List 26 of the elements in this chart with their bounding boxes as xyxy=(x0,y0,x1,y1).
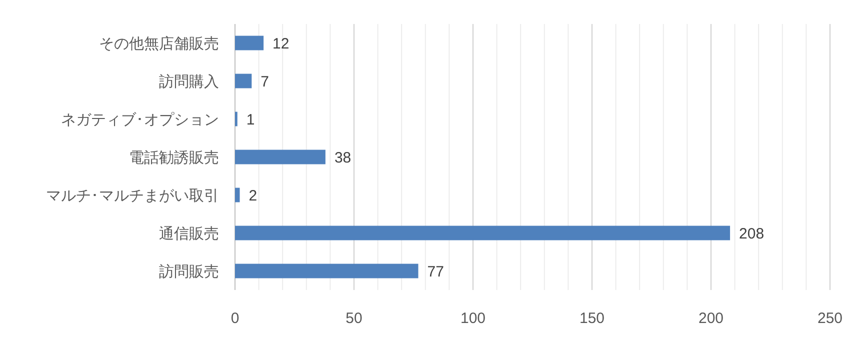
x-tick-label: 150 xyxy=(579,310,605,327)
y-tick-label: マルチ･マルチまがい取引 xyxy=(46,188,219,204)
x-tick-label: 200 xyxy=(698,310,724,327)
x-tick-label: 0 xyxy=(230,310,240,327)
x-tick-label: 50 xyxy=(346,310,362,327)
y-tick-label: 訪問販売 xyxy=(159,264,219,280)
bar xyxy=(235,36,264,50)
x-tick-label: 100 xyxy=(460,310,486,327)
data-label: 38 xyxy=(334,150,352,166)
data-label: 77 xyxy=(427,264,444,280)
bar xyxy=(235,74,252,88)
y-tick-label: ネガティブ･オプション xyxy=(61,112,219,128)
y-tick-label: 訪問購入 xyxy=(159,74,219,90)
data-label: 12 xyxy=(272,36,290,52)
bar xyxy=(235,150,326,164)
y-tick-label: 電話勧誘販売 xyxy=(129,150,219,166)
bar xyxy=(235,188,240,202)
data-label: 2 xyxy=(248,188,258,204)
x-tick-label: 250 xyxy=(817,310,843,327)
data-label: 7 xyxy=(260,74,270,90)
y-tick-label: その他無店舗販売 xyxy=(99,36,219,52)
y-tick-label: 通信販売 xyxy=(159,226,219,242)
bar xyxy=(235,226,730,240)
data-label: 1 xyxy=(246,112,255,128)
bar xyxy=(235,264,418,278)
data-label: 208 xyxy=(739,226,764,242)
